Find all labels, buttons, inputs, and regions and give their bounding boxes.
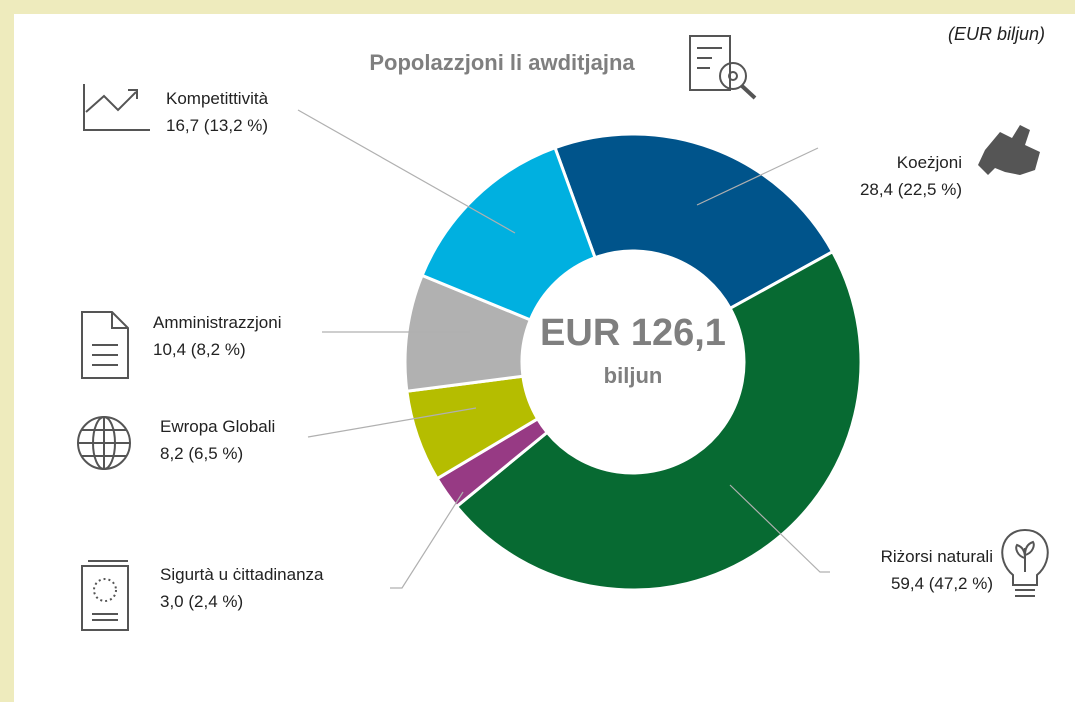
- leader-line: [696, 147, 819, 206]
- slice: [454, 249, 863, 592]
- slice-label: Amministrazzjoni: [153, 313, 281, 332]
- trend-icon: [83, 84, 150, 131]
- bulb-icon: [1001, 528, 1049, 597]
- globe-icon: [77, 416, 131, 470]
- slice-value-label: 59,4 (47,2 %): [891, 574, 993, 593]
- panel: [14, 14, 1075, 702]
- slice-value-label: 8,2 (6,5 %): [160, 444, 243, 463]
- leader-line: [390, 491, 464, 589]
- document-icon: [81, 311, 129, 379]
- europe-map-icon: [978, 125, 1040, 175]
- report-icon: [689, 35, 757, 100]
- center-sublabel: biljun: [604, 363, 663, 388]
- slice: [420, 145, 597, 322]
- slice-value-label: 10,4 (8,2 %): [153, 340, 246, 359]
- leader-line: [729, 484, 830, 573]
- chart-title: Popolazzjoni li awditjajna: [369, 50, 635, 75]
- slice-label: Sigurtà u ċittadinanza: [160, 565, 324, 584]
- slice-value-label: 28,4 (22,5 %): [860, 180, 962, 199]
- leader-line: [297, 109, 516, 234]
- passport-icon: [81, 560, 129, 631]
- unit-note: (EUR biljun): [948, 24, 1045, 44]
- slice-label: Riżorsi naturali: [881, 547, 993, 566]
- slice: [553, 132, 835, 311]
- slice-label: Koeżjoni: [897, 153, 962, 172]
- slice-value-label: 16,7 (13,2 %): [166, 116, 268, 135]
- center-label: EUR 126,1: [540, 312, 726, 354]
- leader-line: [307, 407, 477, 438]
- slice-value-label: 3,0 (2,4 %): [160, 592, 243, 611]
- slice-label: Ewropa Globali: [160, 417, 275, 436]
- slice-label: Kompetittività: [166, 89, 269, 108]
